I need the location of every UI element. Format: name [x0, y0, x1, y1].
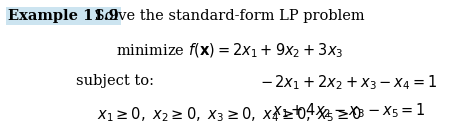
Text: $x_1 \geq 0,\ x_2 \geq 0,\ x_3 \geq 0,\ x_4 \geq 0,\ x_5 \geq 0$: $x_1 \geq 0,\ x_2 \geq 0,\ x_3 \geq 0,\ … [97, 106, 362, 124]
Text: $x_1 + 4x_2 - x_3 - x_5 = 1$: $x_1 + 4x_2 - x_3 - x_5 = 1$ [272, 102, 426, 120]
Text: Example 11.9: Example 11.9 [8, 9, 119, 23]
Text: $-\,2x_1 + 2x_2 + x_3 - x_4 = 1$: $-\,2x_1 + 2x_2 + x_3 - x_4 = 1$ [260, 74, 437, 92]
Text: minimize $f(\mathbf{x}) = 2x_1 + 9x_2 + 3x_3$: minimize $f(\mathbf{x}) = 2x_1 + 9x_2 + … [116, 42, 343, 60]
Text: subject to:: subject to: [76, 74, 154, 88]
Text: Solve the standard-form LP problem: Solve the standard-form LP problem [90, 9, 364, 23]
